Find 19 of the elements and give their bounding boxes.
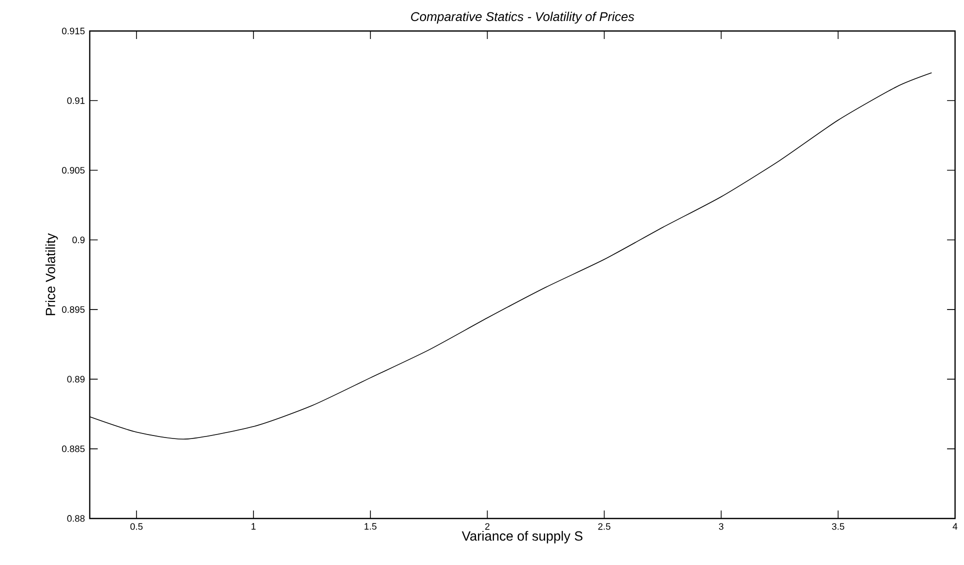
y-tick-label: 0.895 bbox=[62, 306, 85, 313]
y-tick-label: 0.885 bbox=[62, 446, 85, 452]
x-tick-label: 3 bbox=[718, 523, 724, 530]
y-axis-title: Price Volatility bbox=[45, 233, 58, 316]
y-tick-label: 0.9 bbox=[72, 236, 85, 244]
y-tick-label: 0.89 bbox=[67, 376, 85, 382]
y-tick-label: 0.91 bbox=[67, 97, 85, 104]
x-tick-label: 1 bbox=[252, 523, 256, 530]
x-tick-label: 1.5 bbox=[364, 523, 376, 530]
y-tick-label: 0.915 bbox=[62, 28, 85, 34]
x-tick-label: 3.5 bbox=[832, 523, 844, 530]
x-tick-label: 4 bbox=[952, 523, 958, 530]
chart-title: Comparative Statics - Volatility of Prices bbox=[411, 12, 634, 24]
y-tick-label: 0.88 bbox=[67, 515, 85, 522]
y-tick-label: 0.905 bbox=[62, 166, 85, 174]
x-tick-label: 2.5 bbox=[598, 523, 610, 530]
x-tick-label: 0.5 bbox=[130, 523, 143, 530]
x-tick-label: 2 bbox=[485, 523, 490, 530]
x-axis-title: Variance of supply S bbox=[462, 530, 582, 544]
